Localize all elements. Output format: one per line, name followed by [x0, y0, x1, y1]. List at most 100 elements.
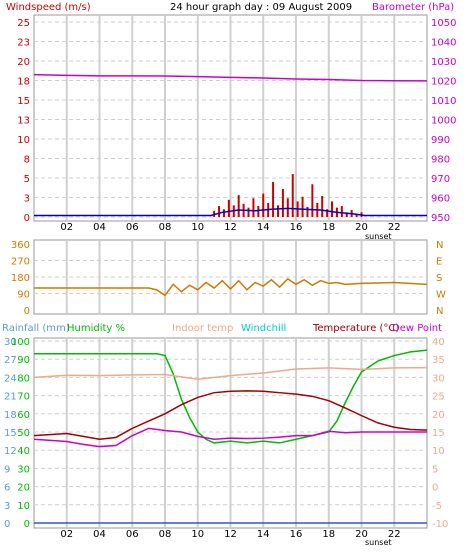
dir-y-tick: 360: [11, 240, 30, 251]
dir-y-tick: 90: [17, 290, 30, 301]
wind-y-tick: 20: [17, 57, 30, 68]
baro-y-tick: 970: [431, 174, 450, 185]
humidity-y-tick: 100: [11, 337, 30, 348]
dewpoint-line: [33, 427, 427, 448]
wind-y-tick: 25: [17, 18, 30, 29]
wind-y-tick: 13: [17, 116, 30, 127]
barometer-line: [33, 73, 428, 82]
indoor-temp-legend: Indoor temp: [172, 323, 233, 334]
baro-y-tick: 960: [431, 194, 450, 205]
rain-y-tick: 6: [4, 483, 10, 494]
temp-x-tick: 02: [60, 529, 73, 540]
sunset-label-top: sunset: [365, 232, 392, 241]
dewpoint-legend: Dew Point: [392, 323, 442, 334]
wind-avg-line: [34, 207, 427, 217]
humidity-y-tick: 80: [17, 373, 30, 384]
compass-tick: N: [436, 306, 443, 317]
wind-y-tick: 10: [17, 135, 30, 146]
compass-tick: N: [436, 240, 443, 251]
humidity-y-tick: 0: [24, 519, 30, 530]
rain-y-tick: 3: [4, 501, 10, 512]
temp-x-tick: 16: [290, 529, 303, 540]
temp-y-tick: 10: [432, 446, 445, 457]
wind-y-tick: 23: [17, 38, 30, 49]
humidity-y-tick: 30: [17, 464, 30, 475]
rain-y-tick: 0: [4, 519, 10, 530]
temp-y-tick: 0: [432, 483, 438, 494]
wind-y-tick: 15: [17, 96, 30, 107]
wind-x-tick: 22: [388, 222, 401, 233]
temperature-line: [33, 390, 428, 441]
baro-y-tick: 950: [431, 213, 450, 224]
humidity-y-tick: 90: [17, 355, 30, 366]
windchill-legend: Windchill: [241, 323, 286, 334]
temp-x-tick: 20: [355, 529, 368, 540]
humidity-y-tick: 70: [17, 392, 30, 403]
temp-x-tick: 22: [388, 529, 401, 540]
direction-line: [34, 277, 428, 297]
baro-y-tick: 1010: [431, 96, 456, 107]
temp-x-tick: 12: [224, 529, 237, 540]
wind-y-tick: 8: [24, 155, 30, 166]
baro-y-tick: 1030: [431, 57, 456, 68]
dir-y-tick: 270: [11, 257, 30, 268]
temperature-legend: Temperature (°C): [312, 323, 399, 334]
wind-x-tick: 08: [159, 222, 172, 233]
temp-y-tick: 15: [432, 428, 445, 439]
wind-x-tick: 14: [257, 222, 270, 233]
rain-y-tick: 15: [4, 428, 17, 439]
indoor-temp-line: [33, 366, 428, 380]
baro-y-tick: 1050: [431, 18, 456, 29]
wind-x-tick: 20: [355, 222, 368, 233]
wind-y-tick: 5: [24, 174, 30, 185]
barometer-axis-label: Barometer (hPa): [372, 2, 454, 13]
rain-y-tick: 24: [4, 373, 17, 384]
compass-tick: S: [436, 273, 442, 284]
temp-x-tick: 18: [322, 529, 335, 540]
temp-y-tick: -5: [432, 501, 442, 512]
rain-y-tick: 27: [4, 355, 17, 366]
humidity-line: [34, 349, 428, 444]
humidity-y-tick: 60: [17, 410, 30, 421]
wind-y-tick: 3: [24, 194, 30, 205]
baro-y-tick: 980: [431, 155, 450, 166]
temp-y-tick: 40: [432, 337, 445, 348]
temp-x-tick: 06: [126, 529, 139, 540]
temp-x-tick: 10: [191, 529, 204, 540]
windspeed-axis-label: Windspeed (m/s): [6, 2, 91, 13]
humidity-legend: Humidity %: [67, 323, 125, 334]
wind-x-tick: 10: [191, 222, 204, 233]
compass-tick: E: [436, 257, 442, 268]
temp-x-tick: 08: [159, 529, 172, 540]
compass-tick: W: [436, 290, 446, 301]
temp-x-tick: 04: [93, 529, 106, 540]
wind-x-tick: 04: [93, 222, 106, 233]
dir-y-tick: 0: [24, 306, 30, 317]
temp-y-tick: 5: [432, 464, 438, 475]
wind-x-tick: 06: [126, 222, 139, 233]
baro-y-tick: 990: [431, 135, 450, 146]
temp-y-tick: 30: [432, 373, 445, 384]
rain-y-tick: 18: [4, 410, 17, 421]
wind-y-tick: 0: [24, 213, 30, 224]
wind-x-tick: 16: [290, 222, 303, 233]
dir-y-tick: 180: [11, 273, 30, 284]
baro-y-tick: 1000: [431, 116, 456, 127]
wind-x-tick: 12: [224, 222, 237, 233]
baro-y-tick: 1040: [431, 38, 456, 49]
baro-y-tick: 1020: [431, 77, 456, 88]
rainfall-legend: Rainfall (mm): [2, 323, 70, 334]
wind-x-tick: 02: [60, 222, 73, 233]
wind-x-tick: 18: [322, 222, 335, 233]
rain-y-tick: 12: [4, 446, 17, 457]
humidity-y-tick: 40: [17, 446, 30, 457]
temp-y-tick: 35: [432, 355, 445, 366]
humidity-y-tick: 50: [17, 428, 30, 439]
chart-title: 24 hour graph day : 09 August 2009: [170, 2, 352, 13]
rain-y-tick: 9: [4, 464, 10, 475]
humidity-y-tick: 20: [17, 483, 30, 494]
temp-x-tick: 14: [257, 529, 270, 540]
wind-y-tick: 18: [17, 77, 30, 88]
